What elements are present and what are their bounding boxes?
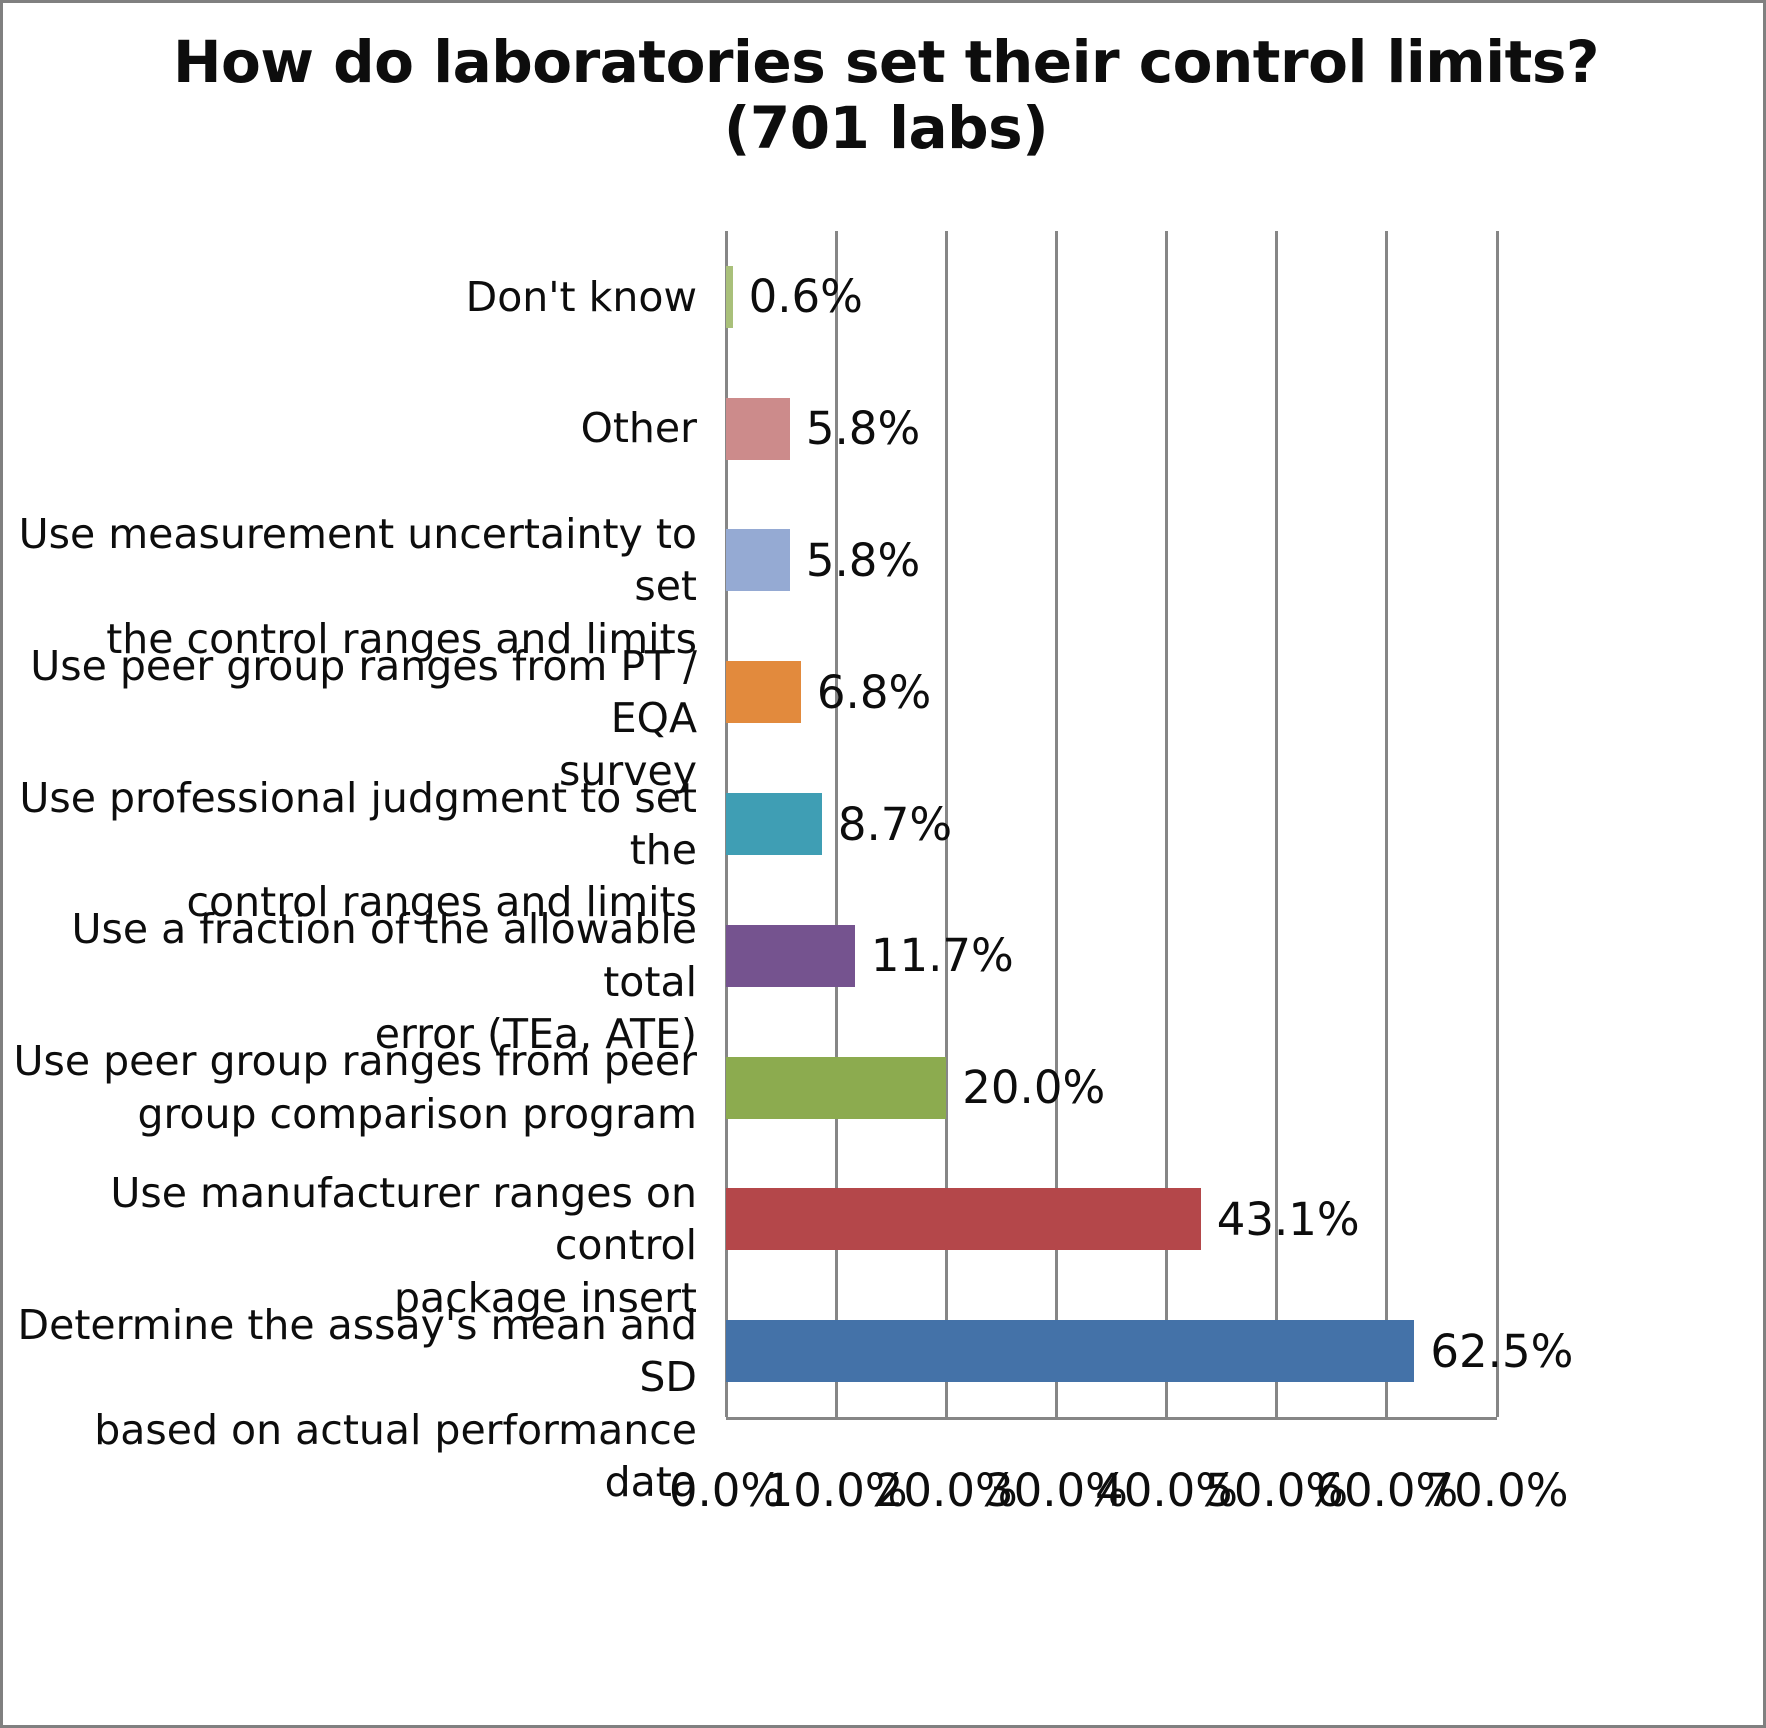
category-label-line: the control ranges and limits bbox=[106, 614, 697, 663]
category-label-line: Use peer group ranges from PT / EQA bbox=[30, 641, 697, 743]
bar[interactable] bbox=[726, 924, 855, 987]
bar-row[interactable]: 43.1% bbox=[726, 1188, 1497, 1251]
bar[interactable] bbox=[726, 1188, 1201, 1251]
gridline-30.0 bbox=[1054, 231, 1058, 1417]
bar[interactable] bbox=[726, 265, 733, 328]
chart-title-line-1: How do laboratories set their control li… bbox=[173, 28, 1600, 96]
category-label: Use professional judgment to set the cont… bbox=[7, 772, 697, 929]
bar[interactable] bbox=[726, 1320, 1415, 1383]
category-label: Use peer group ranges from PT / EQA surve… bbox=[7, 640, 697, 797]
bar-row[interactable]: 5.8% bbox=[726, 529, 1497, 592]
gridline-70.0 bbox=[1495, 231, 1499, 1417]
bar[interactable] bbox=[726, 529, 790, 592]
category-label-line: Use peer group ranges from peer bbox=[13, 1037, 698, 1086]
category-label-line: Other bbox=[580, 404, 697, 453]
bar-value-label: 20.0% bbox=[962, 1061, 1106, 1115]
gridline-50.0 bbox=[1275, 231, 1279, 1417]
x-tick-label: 50.0% bbox=[1205, 1464, 1349, 1517]
category-label-line: Use professional judgment to set the bbox=[19, 773, 697, 874]
bar-row[interactable]: 5.8% bbox=[726, 397, 1497, 460]
chart-title: How do laboratories set their control li… bbox=[3, 29, 1766, 161]
category-label-line: error (TEa, ATE) bbox=[374, 1010, 697, 1059]
x-tick-label: 10.0% bbox=[764, 1464, 908, 1517]
plot-area: 0.6% 5.8% 5.8% 6.8% 8.7% 11.7% 20.0% 43.1% 62.5% bbox=[724, 231, 1573, 1420]
bar-row[interactable]: 0.6% bbox=[726, 265, 1497, 328]
category-label: Don't know bbox=[7, 271, 697, 323]
bar-row[interactable]: 11.7% bbox=[726, 924, 1497, 987]
bar-value-label: 62.5% bbox=[1430, 1324, 1574, 1378]
bar[interactable] bbox=[726, 1056, 947, 1119]
category-label-line: control ranges and limits bbox=[186, 878, 697, 927]
x-tick-label: 60.0% bbox=[1315, 1464, 1459, 1517]
bar[interactable] bbox=[726, 397, 790, 460]
category-label: Use a fraction of the allowable total err… bbox=[7, 903, 697, 1060]
bar[interactable] bbox=[726, 661, 801, 724]
category-label-line: Don't know bbox=[465, 272, 697, 321]
gridline-40.0 bbox=[1165, 231, 1169, 1417]
category-label-line: Use a fraction of the allowable total bbox=[71, 905, 697, 1006]
bar-value-label: 5.8% bbox=[805, 533, 921, 587]
bar-value-label: 6.8% bbox=[816, 665, 932, 719]
x-tick-label: 0.0% bbox=[668, 1464, 784, 1517]
category-label: Use manufacturer ranges on control packag… bbox=[7, 1167, 697, 1324]
category-label-line: Determine the assay's mean and SD bbox=[17, 1300, 697, 1402]
category-label: Use peer group ranges from peer group com… bbox=[7, 1035, 698, 1140]
x-tick-label: 20.0% bbox=[874, 1464, 1018, 1517]
chart-title-line-2: (701 labs) bbox=[723, 94, 1049, 163]
gridline-10.0 bbox=[834, 231, 838, 1417]
x-axis-tick-labels: 0.0% 10.0% 20.0% 30.0% 40.0% 50.0% 60.0% 70.0% bbox=[3, 1468, 1766, 1528]
x-tick-label: 30.0% bbox=[984, 1464, 1128, 1517]
category-label-line: Use manufacturer ranges on control bbox=[110, 1168, 697, 1270]
bar-row[interactable]: 62.5% bbox=[726, 1320, 1573, 1383]
category-label-line: group comparison program bbox=[137, 1089, 697, 1138]
x-axis-line bbox=[726, 1417, 1497, 1420]
bar-value-label: 8.7% bbox=[837, 797, 953, 851]
category-label: Use measurement uncertainty to set the co… bbox=[7, 508, 697, 665]
category-label-line: survey bbox=[559, 746, 697, 795]
gridline-60.0 bbox=[1385, 231, 1389, 1417]
x-tick-label: 40.0% bbox=[1095, 1464, 1239, 1517]
gridline-20.0 bbox=[944, 231, 948, 1417]
bar-value-label: 0.6% bbox=[748, 270, 863, 324]
x-tick-label: 70.0% bbox=[1425, 1464, 1569, 1517]
category-label: Other bbox=[7, 402, 697, 454]
bar-row[interactable]: 6.8% bbox=[726, 661, 1497, 724]
bar-value-label: 5.8% bbox=[805, 402, 921, 456]
bar-row[interactable]: 8.7% bbox=[726, 793, 1497, 855]
bar-value-label: 11.7% bbox=[870, 929, 1014, 983]
category-label-line: based on actual performance data bbox=[94, 1405, 697, 1507]
bar-row[interactable]: 20.0% bbox=[726, 1056, 1497, 1119]
bar[interactable] bbox=[726, 793, 822, 855]
category-label-line: package insert bbox=[393, 1273, 697, 1322]
category-label-line: Use measurement uncertainty to set bbox=[18, 509, 697, 611]
category-label: Determine the assay's mean and SD based o… bbox=[7, 1299, 697, 1509]
bar-value-label: 43.1% bbox=[1216, 1192, 1360, 1246]
